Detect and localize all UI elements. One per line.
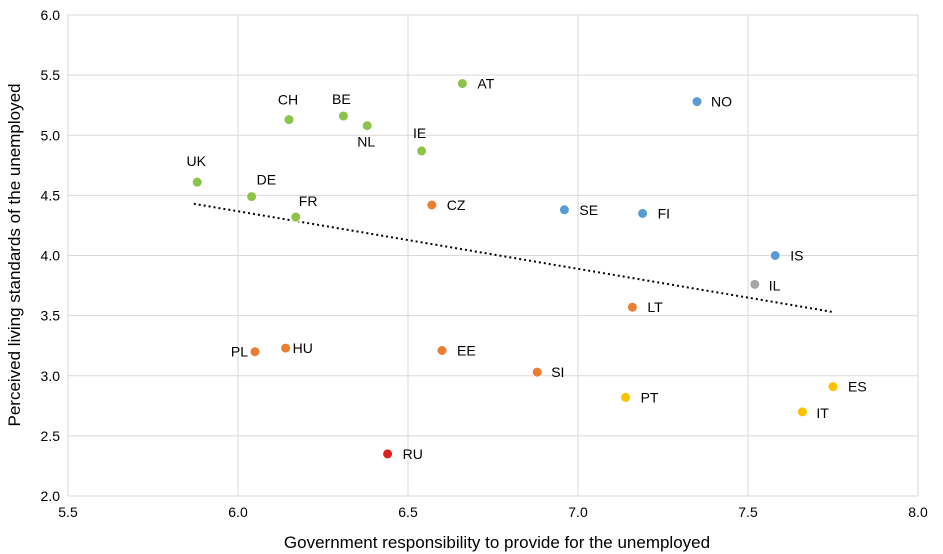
x-tick-label: 6.0 bbox=[228, 504, 248, 520]
data-point-hu bbox=[280, 342, 292, 354]
point-label-es: ES bbox=[848, 379, 867, 395]
data-point-ie bbox=[416, 145, 428, 157]
data-point-fi bbox=[637, 207, 649, 219]
point-label-cz: CZ bbox=[447, 197, 466, 213]
point-label-at: AT bbox=[477, 76, 494, 92]
axes: 5.5 6.0 6.5 7.0 7.5 8.0 2.0 2.5 3.0 3.5 4.0 4.5 5.0 5… bbox=[41, 7, 928, 520]
point-label-ee: EE bbox=[457, 342, 476, 358]
y-tick-label: 5.5 bbox=[41, 67, 61, 83]
data-point-si bbox=[531, 366, 543, 378]
x-tick-label: 7.0 bbox=[568, 504, 588, 520]
data-point-is bbox=[769, 250, 781, 261]
point-label-de: DE bbox=[257, 172, 276, 188]
point-label-se: SE bbox=[579, 202, 598, 218]
point-label-si: SI bbox=[551, 364, 564, 380]
data-point-be bbox=[337, 110, 349, 122]
data-point-cz bbox=[426, 199, 438, 211]
point-label-pl: PL bbox=[231, 344, 248, 360]
data-point-il bbox=[749, 278, 761, 290]
data-point-no bbox=[691, 96, 703, 108]
point-label-fi: FI bbox=[658, 205, 670, 221]
y-tick-label: 4.5 bbox=[41, 187, 61, 203]
x-tick-label: 8.0 bbox=[908, 504, 928, 520]
point-labels: AT BE CH NL IE UK DE FR NO SE FI IS IL CZ LT PL HU EE SI PT… bbox=[186, 76, 866, 462]
point-label-ch: CH bbox=[278, 92, 298, 108]
y-tick-label: 3.5 bbox=[41, 308, 61, 324]
data-point-ch bbox=[283, 114, 295, 126]
data-point-uk bbox=[191, 176, 203, 188]
data-point-lt bbox=[626, 301, 638, 313]
point-label-nl: NL bbox=[357, 134, 375, 150]
data-point-it bbox=[796, 406, 808, 418]
point-label-pt: PT bbox=[641, 389, 659, 405]
point-label-is: IS bbox=[790, 248, 803, 264]
point-label-uk: UK bbox=[186, 153, 206, 169]
data-points bbox=[191, 78, 839, 460]
data-point-de bbox=[246, 191, 258, 203]
y-axis-title: Perceived living standards of the unempl… bbox=[5, 83, 24, 426]
point-label-ru: RU bbox=[403, 446, 423, 462]
data-point-se bbox=[558, 204, 570, 216]
grid-lines bbox=[67, 14, 919, 497]
point-label-fr: FR bbox=[299, 193, 318, 209]
x-tick-label: 5.5 bbox=[58, 504, 78, 520]
data-point-ee bbox=[436, 344, 448, 356]
point-label-no: NO bbox=[711, 94, 732, 110]
y-tick-label: 3.0 bbox=[41, 368, 61, 384]
x-tick-label: 7.5 bbox=[738, 504, 758, 520]
x-axis-title: Government responsibility to provide for… bbox=[284, 533, 710, 552]
point-label-hu: HU bbox=[293, 340, 313, 356]
point-label-it: IT bbox=[816, 405, 829, 421]
y-tick-label: 6.0 bbox=[41, 7, 61, 23]
x-tick-label: 6.5 bbox=[398, 504, 418, 520]
data-point-es bbox=[827, 381, 839, 393]
y-tick-label: 4.0 bbox=[41, 248, 61, 264]
y-tick-label: 2.0 bbox=[41, 488, 61, 504]
trendline-group bbox=[193, 202, 834, 314]
data-point-nl bbox=[361, 120, 373, 132]
y-tick-label: 2.5 bbox=[41, 428, 61, 444]
point-label-lt: LT bbox=[647, 299, 663, 315]
data-point-pl bbox=[249, 346, 261, 358]
point-label-be: BE bbox=[332, 91, 351, 107]
point-label-ie: IE bbox=[413, 125, 426, 141]
y-tick-label: 5.0 bbox=[41, 127, 61, 143]
trendline bbox=[193, 202, 834, 314]
data-point-pt bbox=[620, 391, 632, 403]
point-label-il: IL bbox=[769, 277, 781, 293]
data-point-fr bbox=[290, 211, 302, 223]
data-point-at bbox=[456, 78, 468, 90]
data-point-ru bbox=[382, 448, 394, 460]
